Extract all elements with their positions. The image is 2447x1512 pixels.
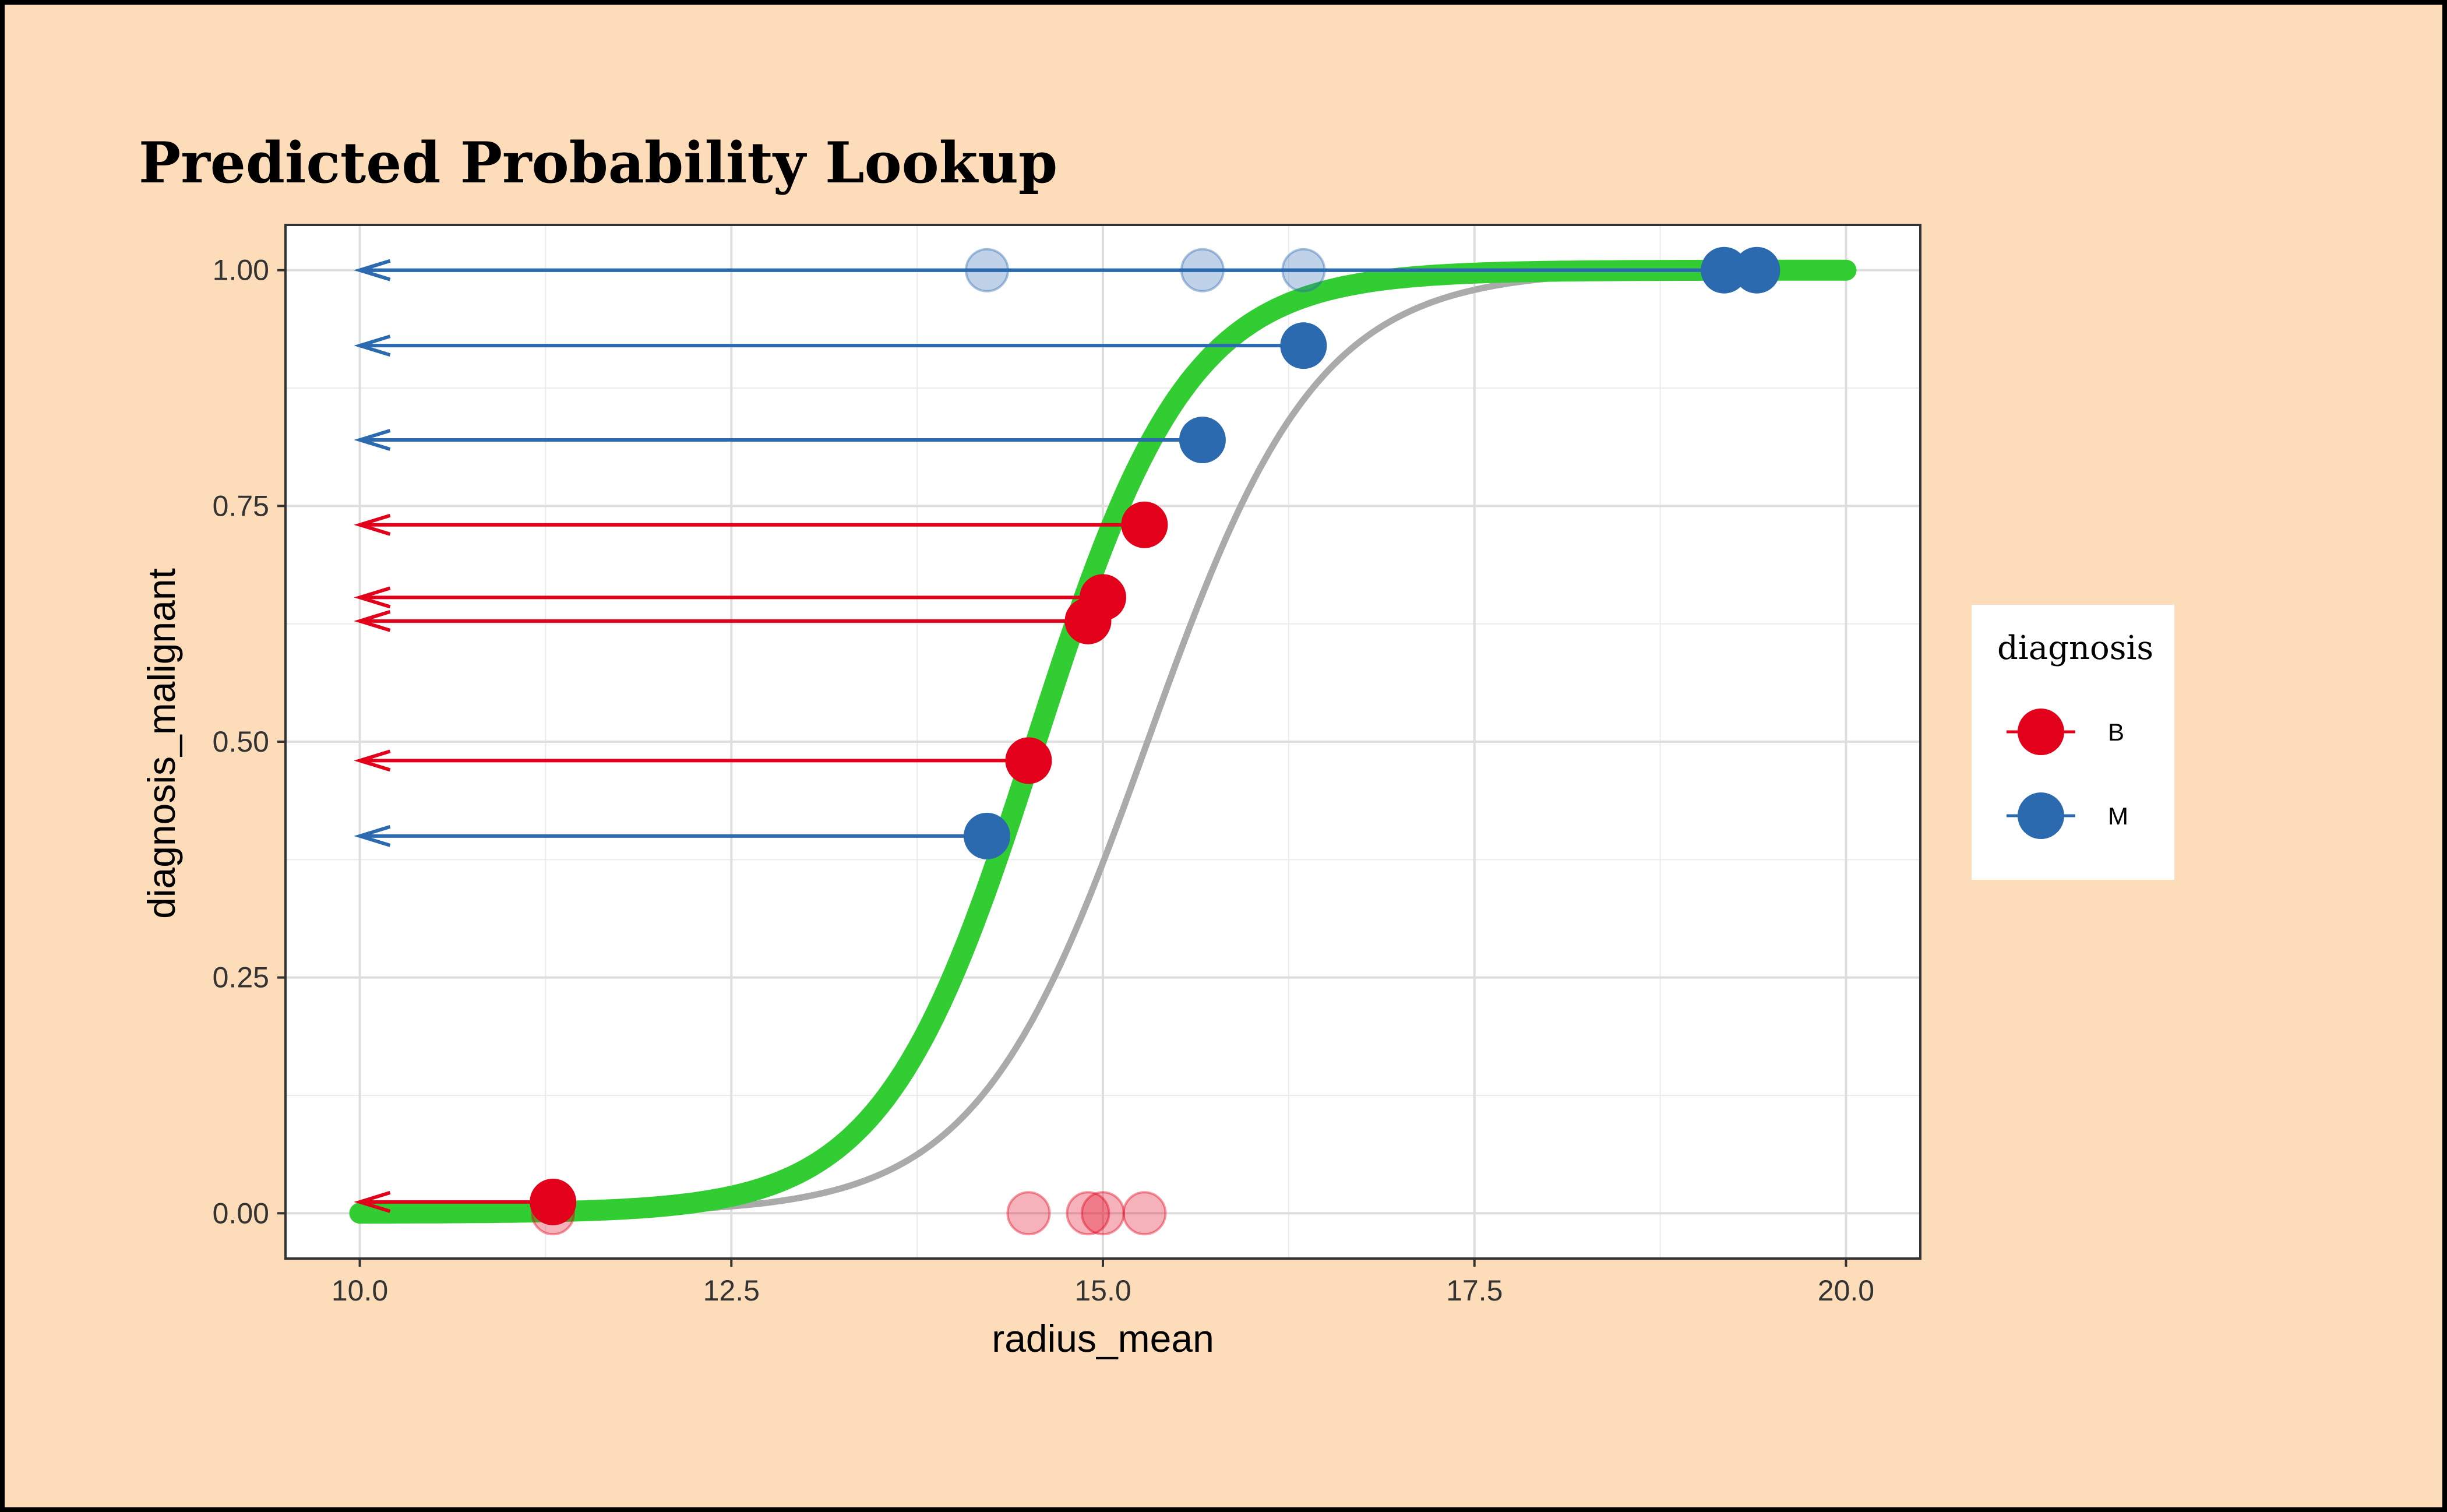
y-axis-title: diagnosis_malignant (140, 568, 183, 919)
arrow-head (354, 1191, 391, 1213)
y-axis: 0.00 0.25 0.50 0.75 1.00 (213, 254, 285, 1229)
x-tick-label: 10.0 (332, 1274, 388, 1307)
predicted-point (1179, 417, 1226, 464)
lookup-arrow (354, 824, 988, 847)
lookup-arrow (354, 259, 1757, 281)
arrow-head (354, 259, 391, 281)
predicted-point (964, 812, 1011, 859)
predicted-point (1701, 246, 1748, 294)
predicted-point (1080, 574, 1126, 621)
predicted-point (1733, 246, 1780, 294)
chart: Predicted Probability Lookup 10.0 12.5 15.… (139, 130, 2174, 1360)
lookup-arrow (354, 334, 1304, 357)
predicted-point (1280, 322, 1327, 369)
lookup-arrow (354, 749, 1029, 772)
legend-label-m: M (2108, 802, 2128, 830)
predicted-point (1005, 737, 1052, 784)
predicted-points (530, 246, 1780, 1225)
arrow-head (354, 609, 391, 632)
x-tick-label: 17.5 (1446, 1274, 1503, 1307)
predicted-point (1121, 501, 1168, 548)
arrow-head (354, 513, 391, 536)
observed-point (1006, 1191, 1051, 1236)
lookup-arrows (354, 259, 1757, 1213)
x-axis: 10.0 12.5 15.0 17.5 20.0 (332, 1259, 1874, 1307)
x-tick-label: 20.0 (1818, 1274, 1874, 1307)
legend-key-m (2007, 792, 2075, 839)
legend: diagnosis B M (1972, 605, 2174, 880)
x-axis-title: radius_mean (992, 1317, 1214, 1360)
y-tick-label: 0.00 (213, 1197, 269, 1229)
observed-point (1081, 1191, 1125, 1236)
legend-title: diagnosis (1997, 629, 2153, 667)
arrow-head (354, 586, 391, 609)
lookup-arrow (354, 586, 1103, 609)
lookup-arrow (354, 429, 1203, 451)
chart-title: Predicted Probability Lookup (139, 130, 1057, 196)
observed-point (1122, 1191, 1167, 1236)
arrow-head (354, 824, 391, 847)
y-tick-label: 0.25 (213, 961, 269, 994)
y-tick-label: 0.50 (213, 725, 269, 758)
y-tick-label: 1.00 (213, 254, 269, 287)
arrow-head (354, 429, 391, 451)
observed-point (1066, 1191, 1110, 1236)
lookup-arrow (354, 1191, 553, 1213)
predicted-point (530, 1178, 577, 1225)
legend-key-b (2007, 709, 2075, 755)
lookup-arrow (354, 609, 1088, 632)
lookup-arrow (354, 513, 1145, 536)
legend-box (1972, 605, 2174, 880)
x-tick-label: 15.0 (1074, 1274, 1131, 1307)
x-tick-label: 12.5 (703, 1274, 760, 1307)
legend-label-b: B (2108, 718, 2124, 746)
y-tick-label: 0.75 (213, 489, 269, 522)
arrow-head (354, 749, 391, 772)
arrow-head (354, 334, 391, 357)
